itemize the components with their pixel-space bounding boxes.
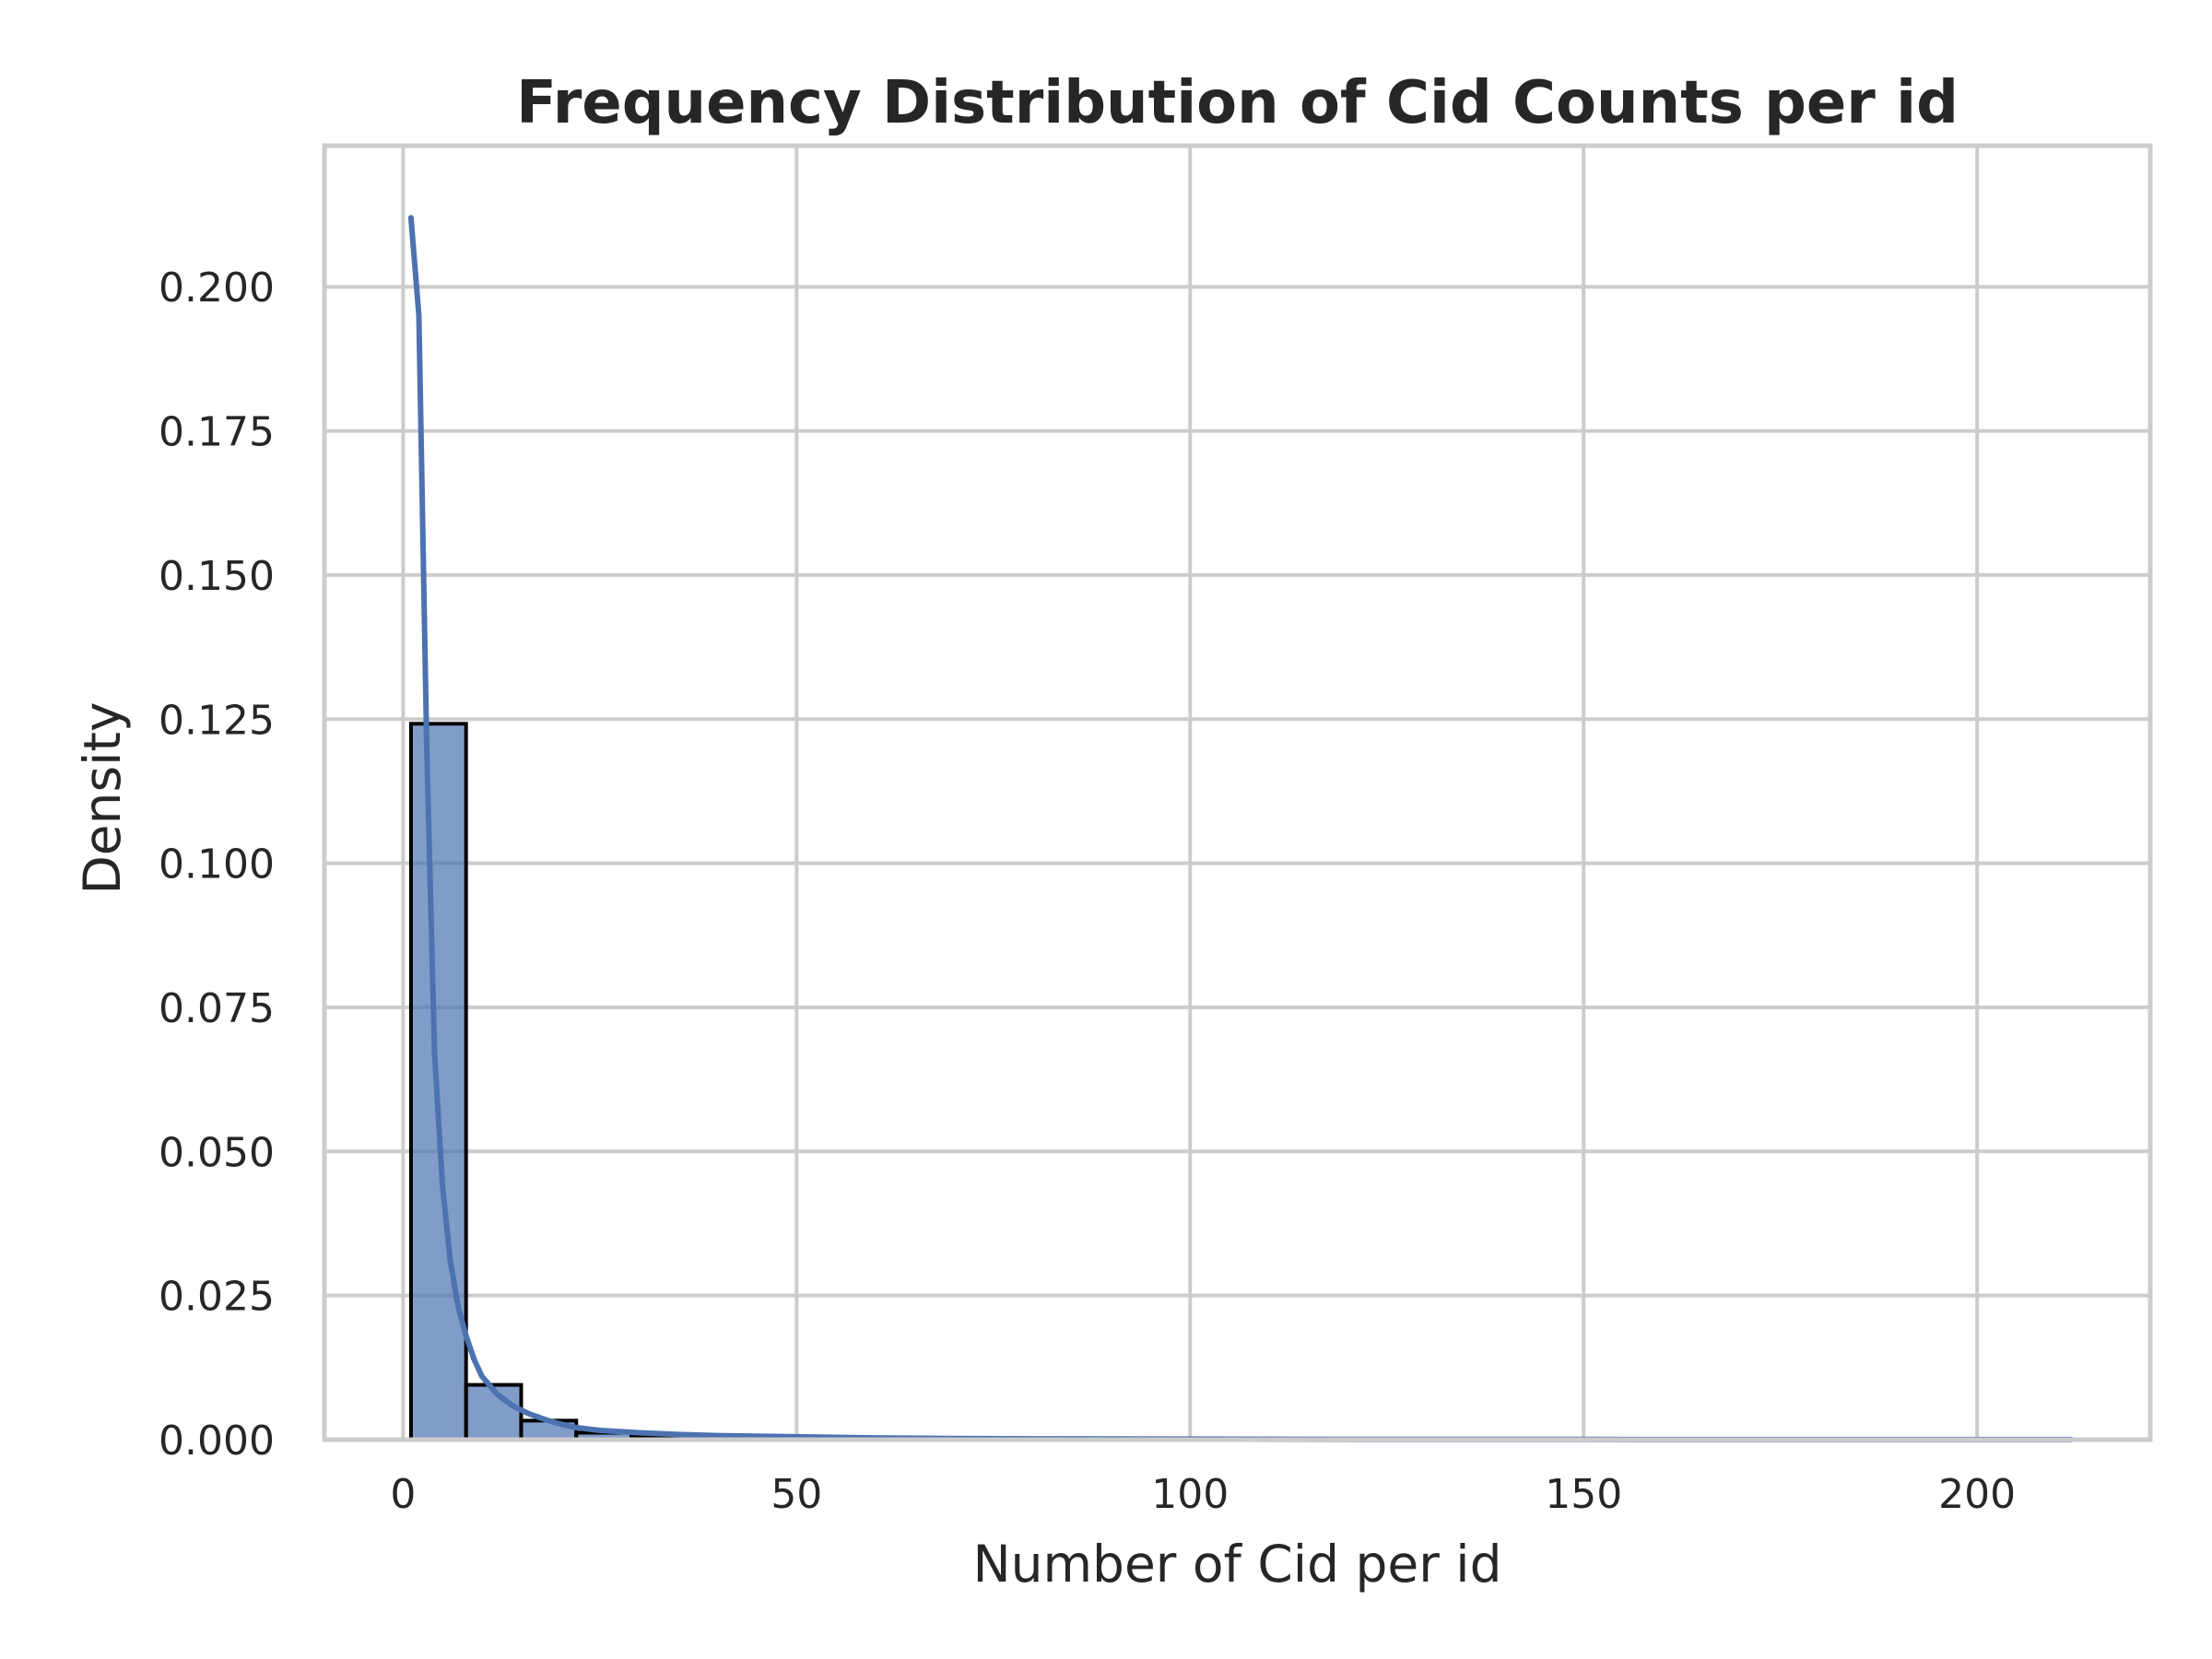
plot-frame	[322, 143, 2153, 1442]
chart-title: Frequency Distribution of Cid Counts per…	[516, 69, 1959, 137]
x-tick-label: 200	[1938, 1471, 2016, 1518]
x-tick-label: 150	[1545, 1471, 1622, 1518]
y-tick-label: 0.125	[159, 697, 275, 744]
y-tick-label: 0.050	[159, 1129, 275, 1176]
x-tick-label: 50	[771, 1471, 822, 1518]
x-axis-label: Number of Cid per id	[972, 1535, 1501, 1594]
y-tick-labels: 0.000 0.025 0.050 0.075 0.100 0.125 0.150 0.175…	[159, 265, 275, 1465]
y-tick-label: 0.200	[159, 265, 275, 312]
y-tick-label: 0.150	[159, 553, 275, 600]
x-tick-labels: 0 50 100 150 200	[390, 1471, 2016, 1518]
y-axis-label: Density	[73, 701, 132, 894]
y-tick-label: 0.175	[159, 409, 275, 456]
y-tick-label: 0.075	[159, 985, 275, 1032]
y-tick-label: 0.100	[159, 841, 275, 888]
x-tick-label: 100	[1151, 1471, 1229, 1518]
x-tick-label: 0	[390, 1471, 416, 1518]
y-tick-label: 0.000	[159, 1418, 275, 1465]
y-tick-label: 0.025	[159, 1274, 275, 1321]
